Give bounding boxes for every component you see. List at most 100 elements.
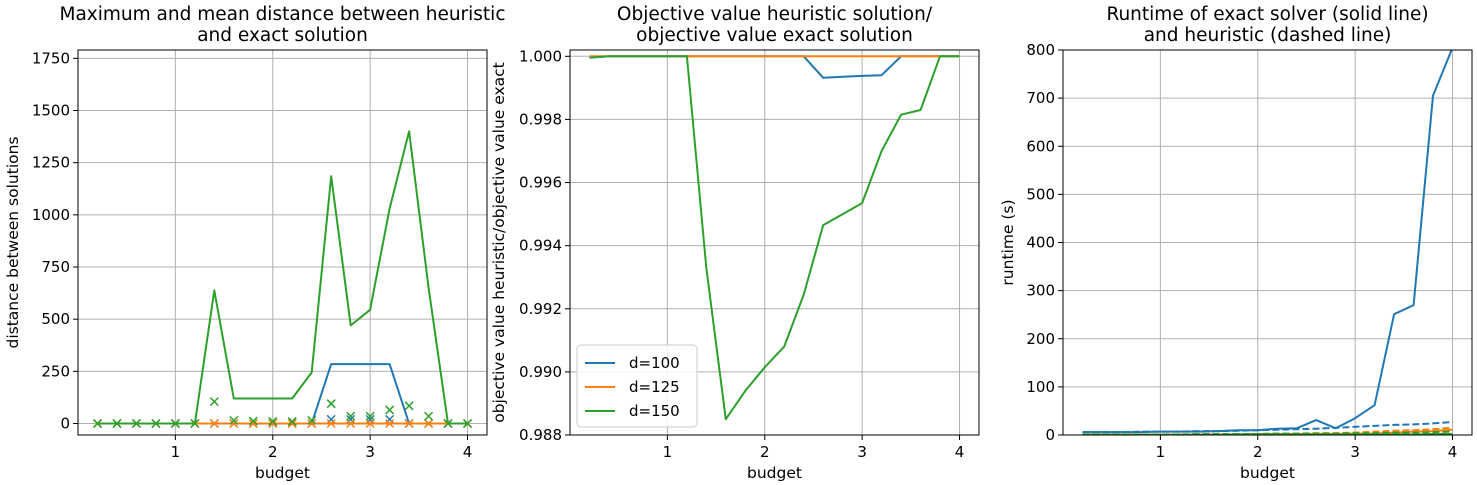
data-point-marker <box>307 418 317 429</box>
y-tick-label: 800 <box>1026 41 1055 59</box>
y-tick-label: 200 <box>1026 330 1055 348</box>
series-line <box>589 55 960 421</box>
data-point-marker <box>287 416 297 426</box>
data-point-marker <box>424 411 434 421</box>
data-point-marker <box>385 418 395 429</box>
x-axis-label: budget <box>255 464 310 482</box>
data-point-marker <box>209 397 219 407</box>
chart-panel-3: 1 2 3 4 0 100 200 300 400 500 600 700 800 Runtime of … <box>999 4 1473 482</box>
y-tick-label: 0.988 <box>519 426 562 444</box>
x-tick-label: 3 <box>857 443 867 461</box>
x-axis-label: budget <box>747 464 802 482</box>
data-point-marker <box>385 405 395 415</box>
legend-entry-label: d=150 <box>629 402 680 420</box>
data-point-marker <box>287 418 297 429</box>
plot-area <box>92 130 473 429</box>
data-point-marker <box>248 416 258 426</box>
series-line <box>589 55 960 79</box>
plot-area <box>589 55 960 421</box>
data-point-marker <box>346 414 356 424</box>
data-point-marker <box>346 411 356 421</box>
y-tick-label: 0.996 <box>519 174 562 192</box>
data-point-marker <box>326 414 336 424</box>
data-point-marker <box>404 418 414 429</box>
legend-entry-label: d=125 <box>629 378 680 396</box>
y-tick-label: 0.992 <box>519 300 562 318</box>
x-tick-label: 1 <box>663 443 673 461</box>
legend-entry-label: d=100 <box>629 354 680 372</box>
x-axis-label: budget <box>1240 464 1295 482</box>
chart-title: Objective value heuristic solution/ <box>617 4 933 25</box>
y-tick-label: 0.998 <box>519 110 562 128</box>
legend-box <box>576 344 698 428</box>
y-axis-label: runtime (s) <box>999 199 1017 285</box>
y-tick-label: 0 <box>60 415 70 433</box>
chart-title: Runtime of exact solver (solid line) <box>1106 4 1428 25</box>
y-tick-label: 750 <box>41 258 70 276</box>
data-point-marker <box>307 415 317 425</box>
chart-panel-2: 1 2 3 4 0.988 0.990 0.992 0.994 0.996 0.998 1.000 O… <box>490 4 980 482</box>
data-point-marker <box>151 418 161 429</box>
y-tick-label: 500 <box>41 310 70 328</box>
y-tick-label: 400 <box>1026 234 1055 252</box>
data-point-marker <box>365 414 375 424</box>
y-axis-label: objective value heuristic/objective valu… <box>490 62 508 423</box>
legend: d=100 d=125 d=150 <box>576 344 698 428</box>
chart-panel-1: 1 2 3 4 0 250 500 750 1000 1250 1500 1750 Maximum an… <box>4 4 506 482</box>
x-tick-label: 2 <box>1253 443 1263 461</box>
y-tick-label: 500 <box>1026 185 1055 203</box>
y-tick-label: 0 <box>1045 426 1055 444</box>
y-tick-label: 700 <box>1026 89 1055 107</box>
data-point-marker <box>326 418 336 429</box>
data-point-marker <box>326 399 336 409</box>
series-line <box>97 130 468 425</box>
y-tick-label: 250 <box>41 362 70 380</box>
series-line <box>1082 50 1453 434</box>
y-tick-label: 0.994 <box>519 237 562 255</box>
x-tick-label: 3 <box>1350 443 1360 461</box>
data-point-marker <box>462 418 473 429</box>
data-point-marker <box>404 401 414 411</box>
y-tick-label: 1.000 <box>519 47 562 65</box>
plot-area <box>1082 50 1453 435</box>
y-tick-label: 1750 <box>32 49 70 67</box>
x-tick-label: 1 <box>1156 443 1166 461</box>
y-tick-label: 0.990 <box>519 363 562 381</box>
data-point-marker <box>248 418 258 429</box>
y-tick-label: 1000 <box>32 206 70 224</box>
data-point-marker <box>268 418 278 429</box>
data-point-marker <box>209 418 219 429</box>
data-point-marker <box>170 418 180 429</box>
data-point-marker <box>365 418 375 429</box>
data-point-marker <box>443 418 453 429</box>
x-tick-label: 3 <box>365 443 375 461</box>
data-point-marker <box>424 418 434 429</box>
data-point-marker <box>112 418 122 429</box>
data-point-marker <box>346 418 356 429</box>
data-point-marker <box>385 414 395 424</box>
data-point-marker <box>190 418 200 429</box>
y-tick-label: 600 <box>1026 137 1055 155</box>
data-point-marker <box>131 418 141 429</box>
x-tick-label: 4 <box>1448 443 1458 461</box>
x-tick-label: 2 <box>760 443 770 461</box>
data-point-marker <box>268 416 278 426</box>
chart-title: and heuristic (dashed line) <box>1144 25 1392 46</box>
data-point-marker <box>229 415 239 425</box>
y-axis-label: distance between solutions <box>4 136 22 348</box>
x-tick-label: 4 <box>955 443 965 461</box>
data-point-marker <box>365 411 375 421</box>
x-tick-label: 1 <box>171 443 181 461</box>
chart-title: and exact solution <box>197 25 368 46</box>
y-tick-label: 1250 <box>32 154 70 172</box>
data-point-marker <box>229 418 239 429</box>
chart-title: objective value exact solution <box>636 25 913 46</box>
x-tick-label: 2 <box>268 443 278 461</box>
series-line <box>1082 421 1453 434</box>
y-tick-label: 300 <box>1026 282 1055 300</box>
axes-frame <box>569 49 980 436</box>
series-line <box>97 363 468 425</box>
axes-frame <box>77 49 488 436</box>
chart-title: Maximum and mean distance between heuris… <box>60 4 506 25</box>
